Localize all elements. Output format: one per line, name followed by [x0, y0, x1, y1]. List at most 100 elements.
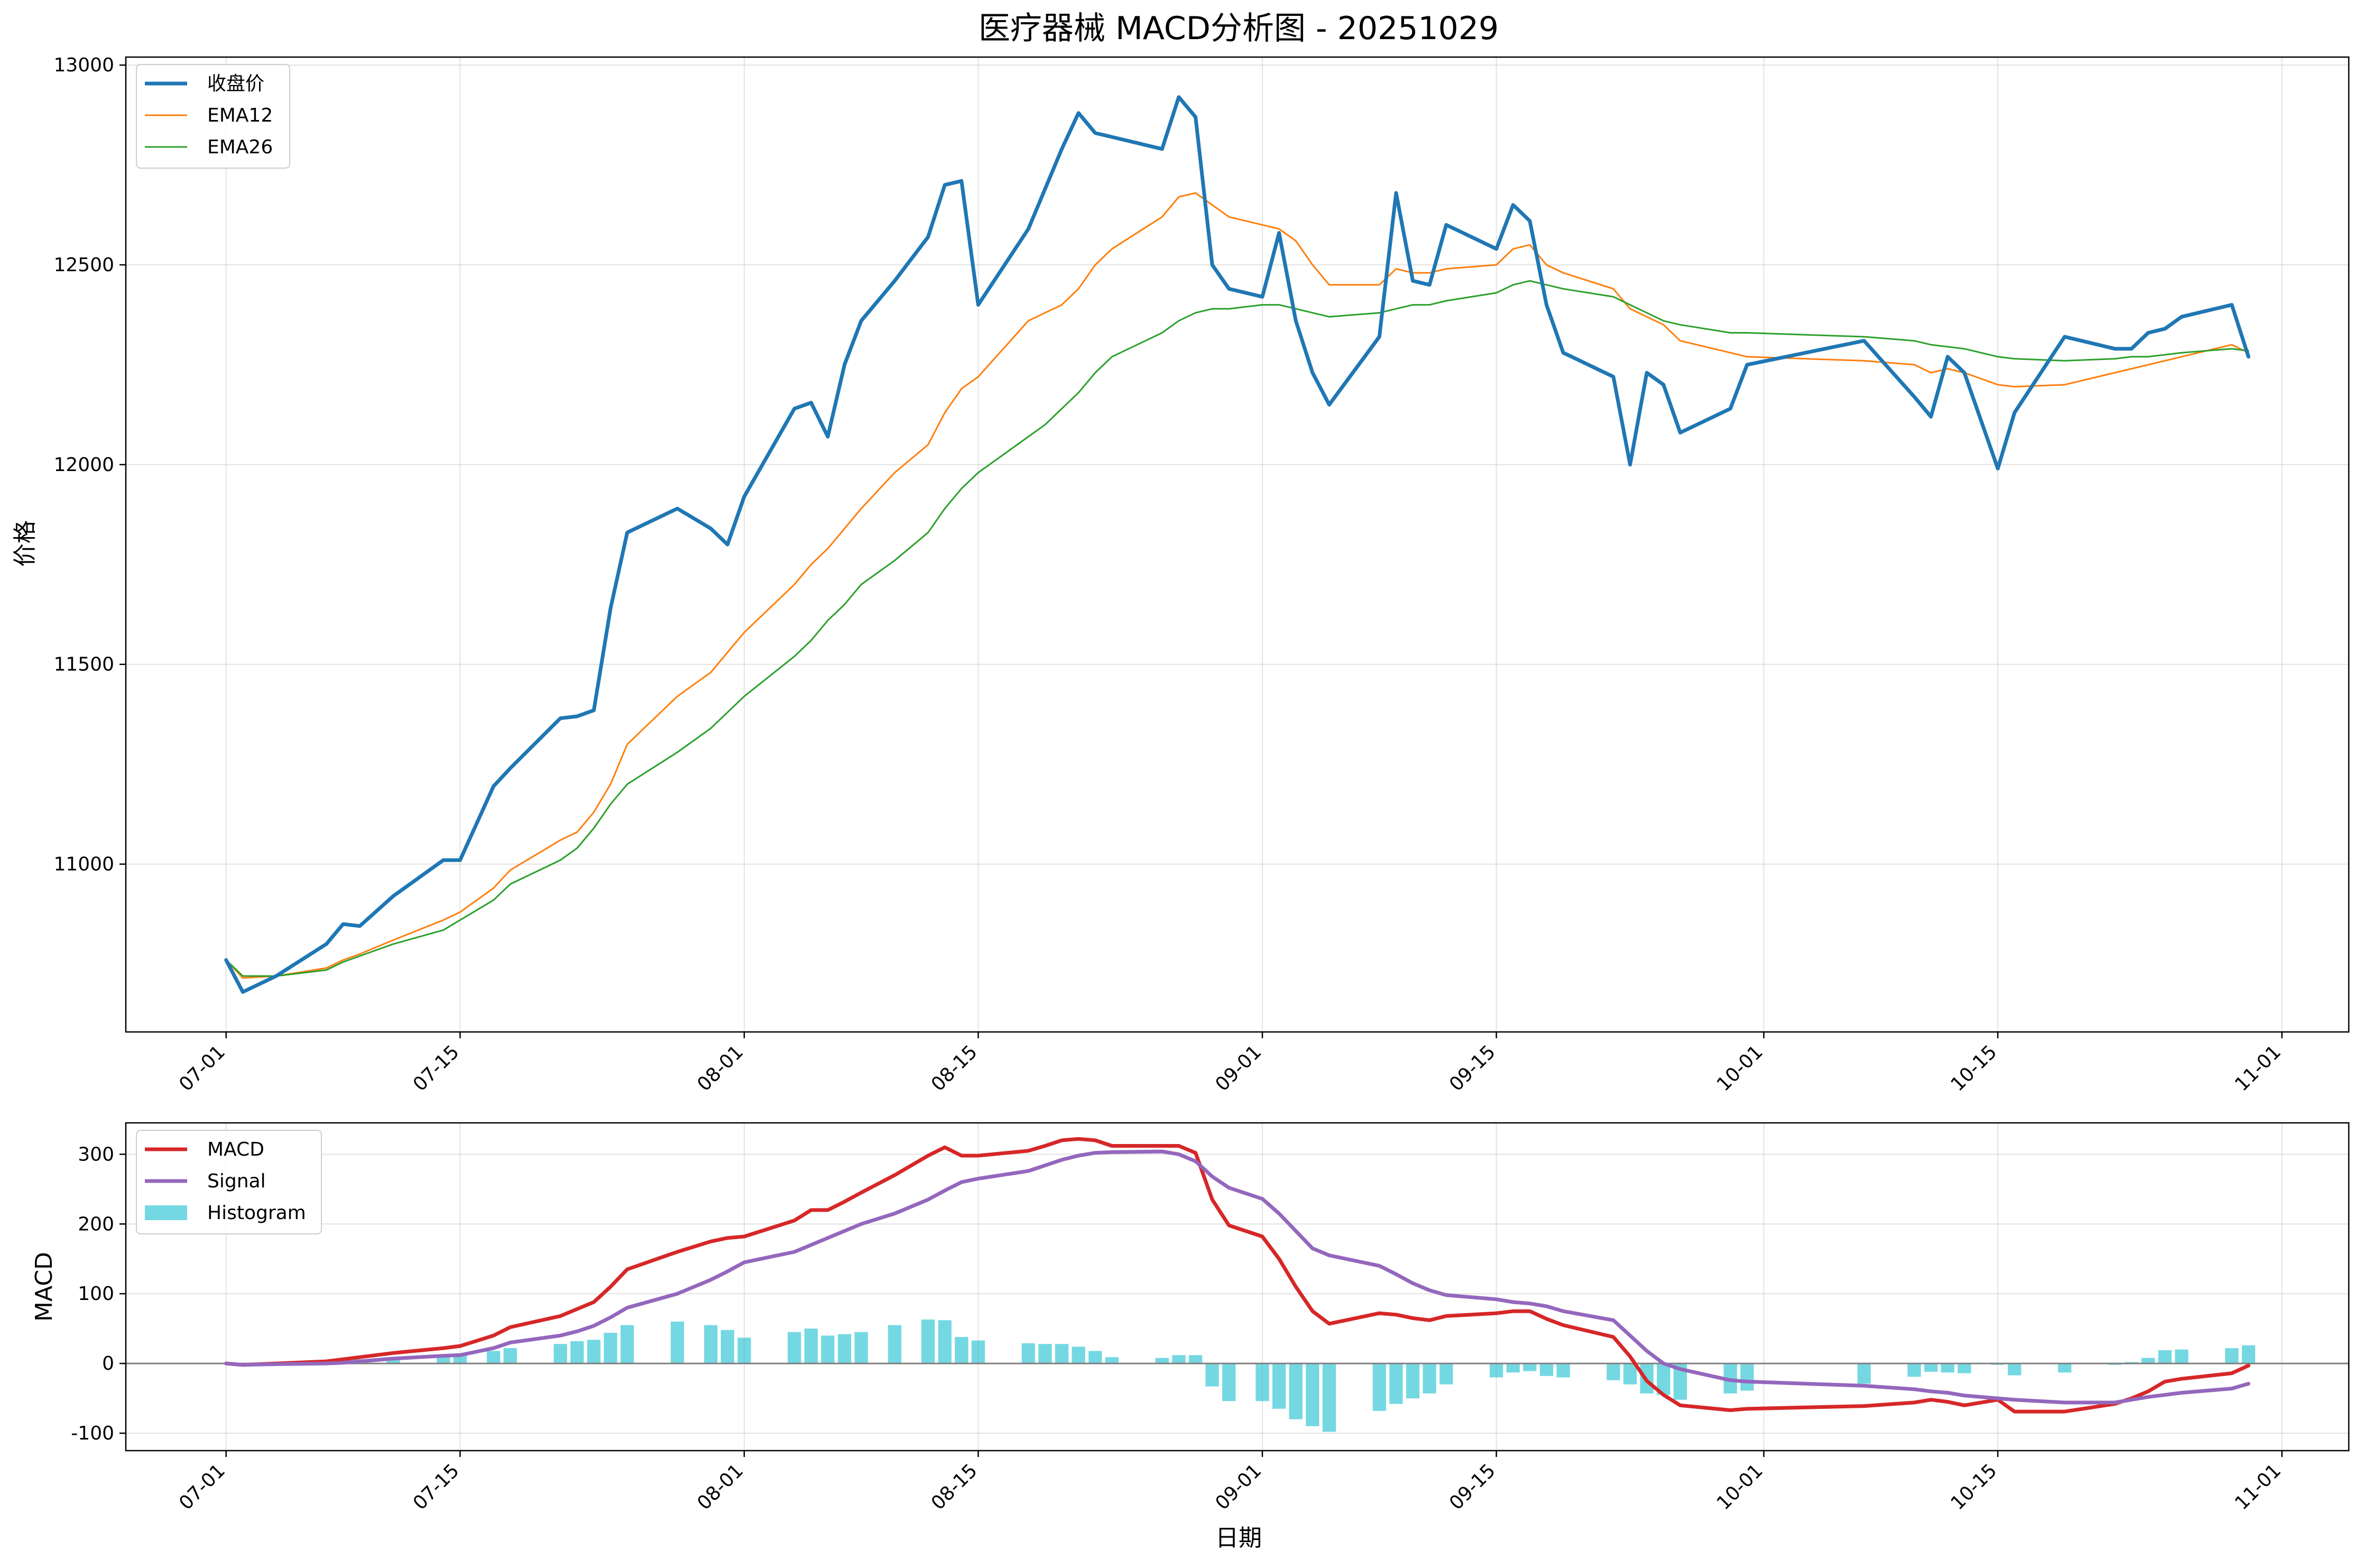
macd-histogram-bar — [1038, 1344, 1052, 1364]
macd-histogram-bar — [721, 1330, 734, 1364]
macd-histogram-bar — [1489, 1363, 1503, 1378]
macd-macd-line — [224, 1137, 2250, 1414]
macd-histogram-bar — [386, 1358, 400, 1364]
macd-legend-label: Histogram — [207, 1202, 306, 1224]
macd-histogram-bar — [1256, 1363, 1269, 1401]
macd-histogram-bar — [888, 1325, 901, 1364]
macd-histogram-bar — [921, 1320, 935, 1364]
macd-signal-line — [224, 1149, 2250, 1405]
price-series — [224, 95, 2250, 994]
macd-histogram — [269, 1320, 2255, 1432]
macd-histogram-bar — [1105, 1357, 1119, 1364]
macd-histogram-bar — [587, 1340, 601, 1364]
macd-histogram-bar — [1172, 1355, 1186, 1364]
price-y-axis-title: 价格 — [12, 520, 39, 567]
macd-histogram-bar — [604, 1333, 617, 1364]
price-y-tick-label: 12500 — [53, 254, 114, 276]
macd-histogram-bar — [1188, 1355, 1203, 1364]
macd-histogram-bar — [1205, 1363, 1219, 1387]
price-legend: 收盘价 EMA12 EMA26 — [136, 64, 290, 169]
price-y-tick-label: 11500 — [53, 654, 114, 676]
macd-histogram-bar — [1857, 1363, 1871, 1384]
macd-x-axis-title: 日期 — [1215, 1525, 1262, 1552]
macd-histogram-bar — [1740, 1363, 1754, 1391]
macd-histogram-bar — [2057, 1363, 2072, 1373]
macd-histogram-bar — [704, 1325, 718, 1364]
macd-histogram-bar — [2241, 1345, 2255, 1364]
chart-title: 医疗器械 MACD分析图 - 20251029 — [979, 10, 1499, 47]
macd-histogram-bar — [737, 1338, 751, 1364]
price-legend-label: 收盘价 — [207, 73, 264, 95]
macd-histogram-bar — [1021, 1343, 1035, 1364]
price-plot-area — [126, 57, 2349, 1032]
macd-histogram-bar — [2142, 1358, 2155, 1364]
macd-y-tick-label: 300 — [78, 1143, 114, 1165]
macd-y-tick-label: 100 — [78, 1283, 114, 1305]
macd-histogram-bar — [1055, 1344, 1069, 1364]
macd-histogram-bar — [1924, 1363, 1938, 1372]
macd-histogram-bar — [1539, 1363, 1554, 1376]
macd-y-tick-label: 200 — [78, 1213, 114, 1235]
macd-histogram-bar — [620, 1325, 634, 1364]
macd-histogram-bar — [1440, 1363, 1453, 1385]
macd-histogram-bar — [486, 1351, 501, 1364]
price-legend-label: EMA12 — [207, 105, 273, 126]
price-y-tick-label: 12000 — [53, 454, 114, 476]
price-grid — [126, 57, 2349, 1032]
macd-histogram-bar — [788, 1332, 801, 1364]
macd-y-ticks: -100 0 100 200 300 — [71, 1143, 126, 1444]
macd-histogram-bar — [1941, 1363, 1954, 1373]
macd-histogram-bar — [854, 1332, 868, 1364]
macd-histogram-bar — [553, 1344, 567, 1364]
price-y-ticks: 11000 11500 12000 12500 13000 — [53, 54, 126, 875]
macd-histogram-bar — [1623, 1363, 1637, 1385]
price-series-line — [224, 95, 2250, 994]
macd-y-tick-label: 0 — [102, 1353, 114, 1375]
macd-y-tick-label: -100 — [71, 1423, 114, 1444]
macd-histogram-bar — [1506, 1363, 1520, 1373]
macd-histogram-bar — [804, 1329, 818, 1364]
macd-histogram-bar — [1958, 1363, 1971, 1373]
macd-histogram-bar — [1372, 1363, 1386, 1411]
macd-histogram-bar — [2225, 1348, 2239, 1364]
macd-histogram-bar — [971, 1340, 985, 1364]
macd-histogram-bar — [1072, 1346, 1085, 1364]
macd-histogram-bar — [821, 1335, 835, 1364]
macd-histogram-bar — [2175, 1349, 2189, 1364]
macd-histogram-bar — [1423, 1363, 1436, 1394]
macd-histogram-bar — [1406, 1363, 1420, 1399]
macd-histogram-bar — [670, 1322, 684, 1364]
macd-histogram-bar — [1088, 1351, 1102, 1364]
macd-series — [224, 1137, 2250, 1414]
price-plot-frame — [125, 56, 2350, 1033]
macd-legend: MACD Signal Histogram — [136, 1130, 322, 1234]
price-legend-box — [136, 64, 290, 169]
macd-histogram-bar — [570, 1341, 584, 1364]
macd-histogram-bar — [1907, 1363, 1921, 1377]
macd-histogram-bar — [1289, 1363, 1303, 1419]
macd-histogram-bar — [1556, 1363, 1570, 1378]
macd-histogram-bar — [1322, 1363, 1336, 1432]
macd-legend-label: Signal — [207, 1170, 266, 1192]
macd-histogram-bar — [1389, 1363, 1403, 1404]
macd-legend-swatch-histogram — [145, 1205, 187, 1220]
macd-histogram-bar — [1222, 1363, 1236, 1401]
macd-histogram-bar — [955, 1337, 968, 1364]
macd-histogram-bar — [1272, 1363, 1286, 1409]
macd-plot-frame — [125, 1122, 2350, 1452]
macd-legend-label: MACD — [207, 1139, 264, 1160]
macd-histogram-bar — [1523, 1363, 1537, 1371]
macd-histogram-bar — [2158, 1350, 2172, 1364]
macd-histogram-bar — [938, 1320, 952, 1364]
price-y-tick-label: 11000 — [53, 854, 114, 875]
price-y-tick-label: 13000 — [53, 54, 114, 76]
price-legend-label: EMA26 — [207, 136, 273, 158]
price-ema26-line — [225, 280, 2249, 977]
macd-histogram-bar — [503, 1348, 517, 1364]
macd-y-axis-title: MACD — [31, 1252, 58, 1322]
macd-histogram-bar — [2008, 1363, 2022, 1376]
macd-histogram-bar — [1306, 1363, 1320, 1426]
